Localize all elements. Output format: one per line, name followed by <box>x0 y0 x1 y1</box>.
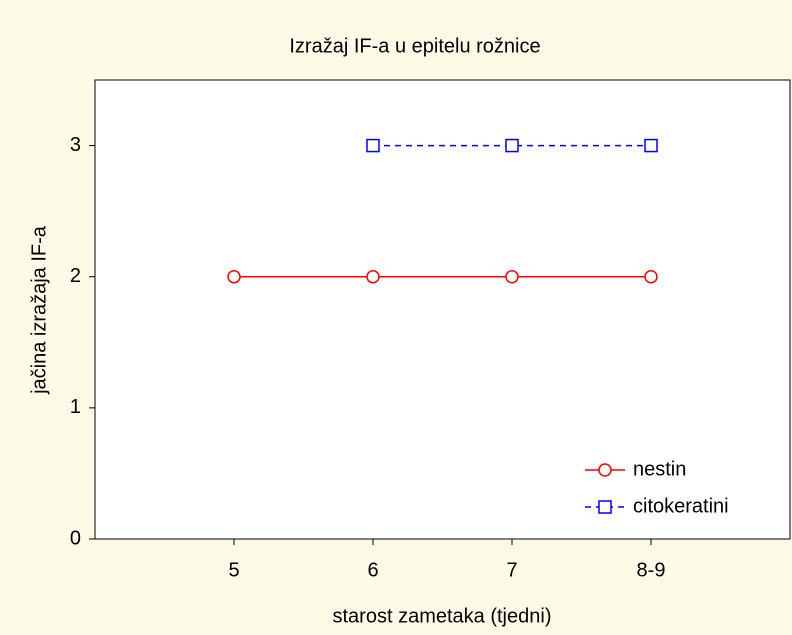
data-point <box>505 138 519 153</box>
y-tick-label: 1 <box>70 396 81 418</box>
x-tick-label: 5 <box>228 559 239 581</box>
plot-area <box>94 79 791 540</box>
data-point <box>227 269 241 284</box>
y-axis-label: jačina izražaja IF-a <box>28 225 50 395</box>
legend-marker <box>598 463 612 477</box>
data-point <box>366 269 380 284</box>
x-tick-label: 6 <box>367 559 378 581</box>
x-tick-label: 7 <box>506 559 517 581</box>
x-axis-label: starost zametaka (tjedni) <box>333 605 552 627</box>
legend-label: citokeratini <box>633 495 729 517</box>
chart-title: Izražaj IF-a u epitelu rožnice <box>289 35 540 57</box>
x-tick-label: 8-9 <box>637 559 666 581</box>
y-tick-label: 2 <box>70 265 81 287</box>
y-tick-label: 3 <box>70 134 81 156</box>
data-point <box>505 269 519 284</box>
legend-marker <box>598 500 612 514</box>
data-point <box>644 269 658 284</box>
data-point <box>644 138 658 153</box>
legend-label: nestin <box>633 458 686 480</box>
data-point <box>366 138 380 153</box>
y-tick-label: 0 <box>70 527 81 549</box>
